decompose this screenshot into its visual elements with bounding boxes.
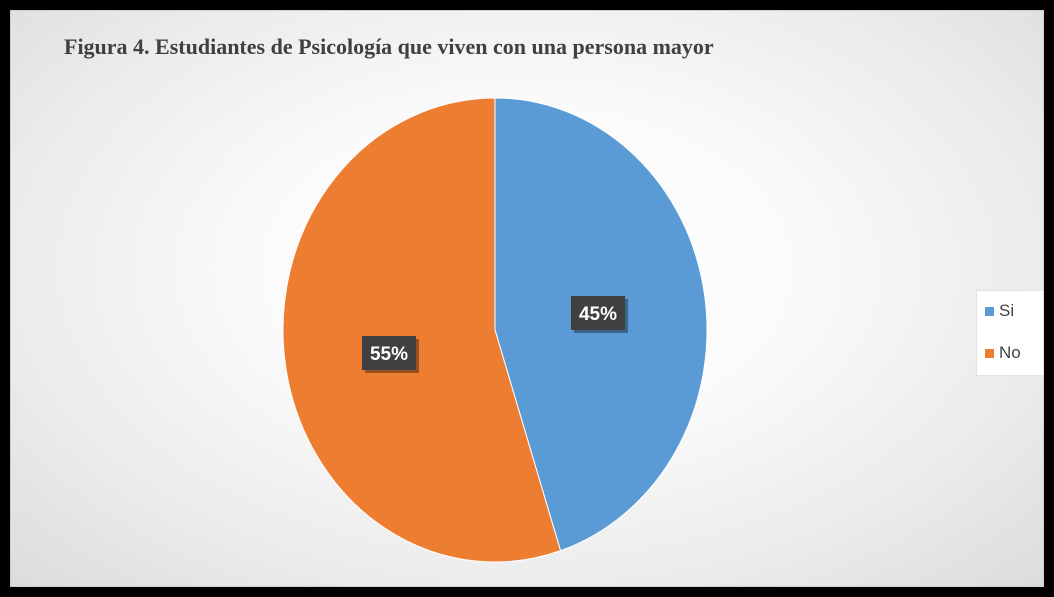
legend-item-no: No [985,343,1021,363]
data-label-no: 55% [362,336,419,373]
data-label-text-si: 45% [579,304,617,325]
data-label-text-no: 55% [370,344,408,365]
legend-label-si: Si [999,301,1015,320]
legend-item-si: Si [985,301,1014,321]
pie-slice-no [282,97,562,563]
legend-label-no: No [999,343,1021,362]
legend: Si No [976,290,1044,376]
legend-swatch-si [985,306,994,316]
legend-swatch-no [985,348,994,358]
data-label-si: 45% [571,296,628,333]
chart-title: Figura 4. Estudiantes de Psicología que … [64,34,714,59]
